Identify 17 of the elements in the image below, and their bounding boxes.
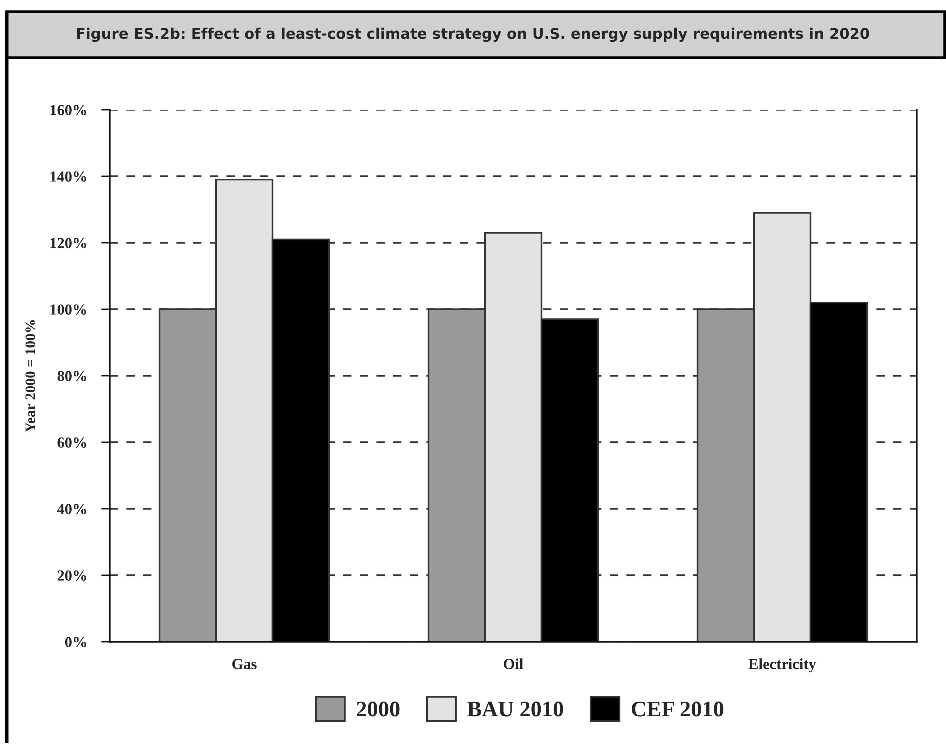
legend-label: 2000 bbox=[357, 702, 400, 717]
y-tick-label: 160% bbox=[50, 105, 86, 116]
y-tick-label: 40% bbox=[57, 504, 86, 514]
chart-title: Figure ES.2b: Effect of a least-cost climate strategy on U.S. energy supply requirements in 2020 bbox=[77, 28, 870, 42]
x-tick-label: Oil bbox=[504, 658, 524, 670]
y-tick-label: 120% bbox=[50, 238, 86, 248]
y-tick-label: 0% bbox=[65, 637, 86, 648]
x-tick-label: Gas bbox=[232, 659, 257, 670]
y-tick-label: 140% bbox=[50, 172, 86, 182]
y-tick-label: 60% bbox=[58, 438, 86, 448]
y-axis-title: Year 2000 = 100% bbox=[26, 320, 36, 433]
legend-label: CEF 2010 bbox=[632, 702, 724, 717]
y-tick-label: 20% bbox=[58, 570, 86, 581]
legend-label: BAU 2010 bbox=[468, 702, 564, 717]
x-tick-label: Electricity bbox=[748, 658, 816, 673]
y-tick-label: 80% bbox=[58, 371, 86, 382]
y-tick-label: 100% bbox=[50, 304, 86, 315]
